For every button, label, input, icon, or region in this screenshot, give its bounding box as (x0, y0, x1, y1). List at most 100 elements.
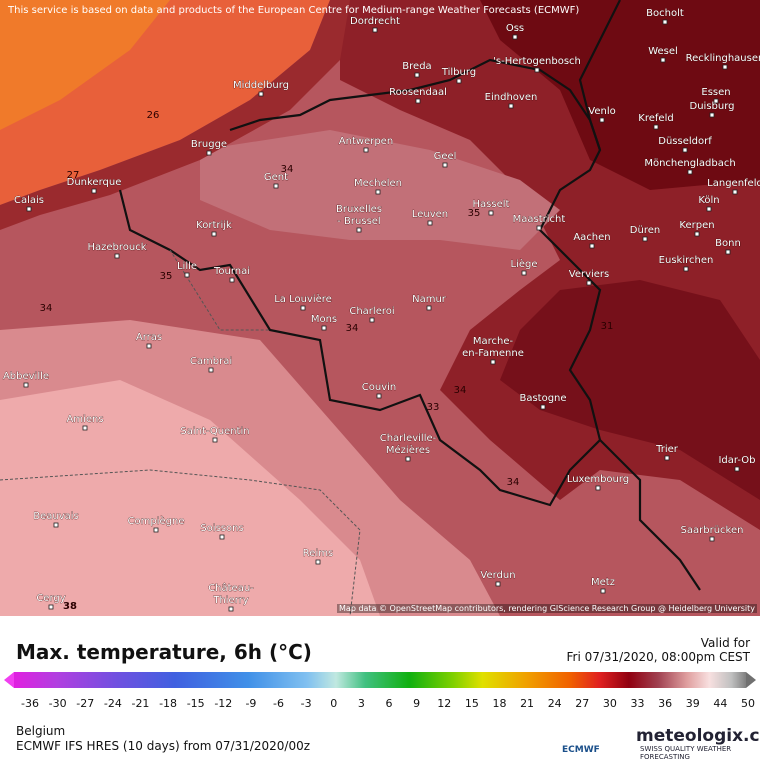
colorbar-tick-label: 30 (602, 697, 617, 710)
border-line (599, 439, 701, 591)
city-marker (206, 150, 212, 156)
city-marker (376, 393, 382, 399)
city-label: Saint-Quentin (180, 426, 249, 437)
city-label: Middelburg (233, 80, 289, 91)
city-label: Bocholt (646, 8, 684, 19)
title: Max. temperature, 6h (°C) (16, 640, 312, 664)
city-marker (662, 19, 668, 25)
colorbar-tick-label: -18 (159, 697, 178, 710)
city-marker (208, 367, 214, 373)
city-label: Lille (177, 261, 197, 272)
colorbar-tick-label: 9 (413, 697, 421, 710)
city-label: en-Famenne (462, 348, 524, 359)
city-label: Aachen (573, 232, 610, 243)
border-line (578, 0, 621, 151)
city-marker (595, 485, 601, 491)
city-marker (642, 236, 648, 242)
city-label: Geel (434, 151, 457, 162)
notice: This service is based on data and produc… (8, 5, 580, 16)
city-label: Namur (412, 294, 447, 305)
city-label: Amiens (66, 414, 103, 425)
city-label: Luxembourg (567, 474, 629, 485)
city-label: Charleroi (349, 306, 394, 317)
city-marker (534, 67, 540, 73)
city-marker (23, 382, 29, 388)
city-marker (600, 588, 606, 594)
colorbar-high-end (746, 672, 756, 688)
city-label: Breda (402, 61, 431, 72)
region: Belgium (16, 724, 66, 738)
city-marker (146, 343, 152, 349)
city-label: 's-Hertogenbosch (493, 56, 581, 67)
city-marker (363, 147, 369, 153)
city-marker (495, 581, 501, 587)
city-marker (682, 147, 688, 153)
city-label: Kerpen (679, 220, 714, 231)
colorbar-tick-label: 27 (575, 697, 590, 710)
colorbar-tick-label: -9 (245, 697, 257, 710)
city-label: Tournai (213, 266, 250, 277)
city-label: Düsseldorf (658, 136, 712, 147)
city-label: Compiègne (128, 515, 185, 527)
city-marker (258, 91, 264, 97)
city-marker (660, 57, 666, 63)
borders (118, 0, 701, 591)
city-marker (664, 455, 670, 461)
colorbar-tick-label: 3 (357, 697, 365, 710)
city-marker (734, 466, 740, 472)
contour-label: 34 (40, 303, 53, 314)
city-marker (414, 72, 420, 78)
city-marker (687, 169, 693, 175)
city-label: Düren (630, 225, 660, 236)
colorbar-tick-label: -36 (21, 697, 39, 710)
colorbar-tick-label: 15 (464, 697, 479, 710)
colorbar-tick-label: -27 (76, 697, 95, 710)
border-line (118, 58, 602, 507)
city-marker (415, 98, 421, 104)
colorbar-tick-label: -30 (48, 697, 67, 710)
city-label: Saarbrücken (681, 525, 744, 536)
city-marker (427, 220, 433, 226)
contour-label: 34 (281, 164, 294, 175)
colorbar-tick-label: 18 (492, 697, 507, 710)
city-label: Essen (701, 87, 730, 98)
contour-label: 34 (346, 323, 359, 334)
city-marker (219, 534, 225, 540)
cities: Dordrecht Oss Bocholt Wesel Recklinghausen Br… (3, 8, 760, 612)
city-label: Brugge (191, 139, 227, 150)
city-marker (722, 64, 728, 70)
city-label: Köln (698, 195, 719, 206)
city-marker (91, 188, 97, 194)
city-label: Château- (208, 582, 254, 594)
city-label: La Louvière (274, 293, 332, 305)
map: Dordrecht Oss Bocholt Wesel Recklinghausen Br… (0, 0, 760, 616)
city-label: Leuven (412, 209, 448, 220)
colorbar-tick-label: 33 (630, 697, 645, 710)
city-label: Soissons (200, 523, 243, 534)
city-marker (426, 305, 432, 311)
city-marker (599, 117, 605, 123)
contour-label: 34 (454, 385, 467, 396)
city-marker (586, 280, 592, 286)
temp-zone (0, 0, 170, 130)
city-marker (694, 231, 700, 237)
city-label: Cergy (36, 593, 65, 604)
city-marker (153, 527, 159, 533)
colorbar-tick-label: -21 (131, 697, 150, 710)
city-label: Antwerpen (339, 136, 393, 147)
city-marker (512, 34, 518, 40)
colorbar-tick-label: 50 (741, 697, 755, 710)
colorbar-tick-label: -15 (186, 697, 205, 710)
city-marker (82, 425, 88, 431)
city-marker (490, 359, 496, 365)
colorbar-tick-label: 0 (330, 697, 338, 710)
contour-label: 31 (601, 321, 614, 332)
city-label: Tilburg (441, 67, 476, 78)
temp-zone (500, 280, 760, 500)
city-label: Bonn (715, 238, 741, 249)
city-marker (709, 112, 715, 118)
city-label: Hazebrouck (87, 242, 146, 253)
tagline: SWISS QUALITY WEATHER FORECASTING (640, 745, 732, 761)
temp-zone (0, 380, 380, 616)
